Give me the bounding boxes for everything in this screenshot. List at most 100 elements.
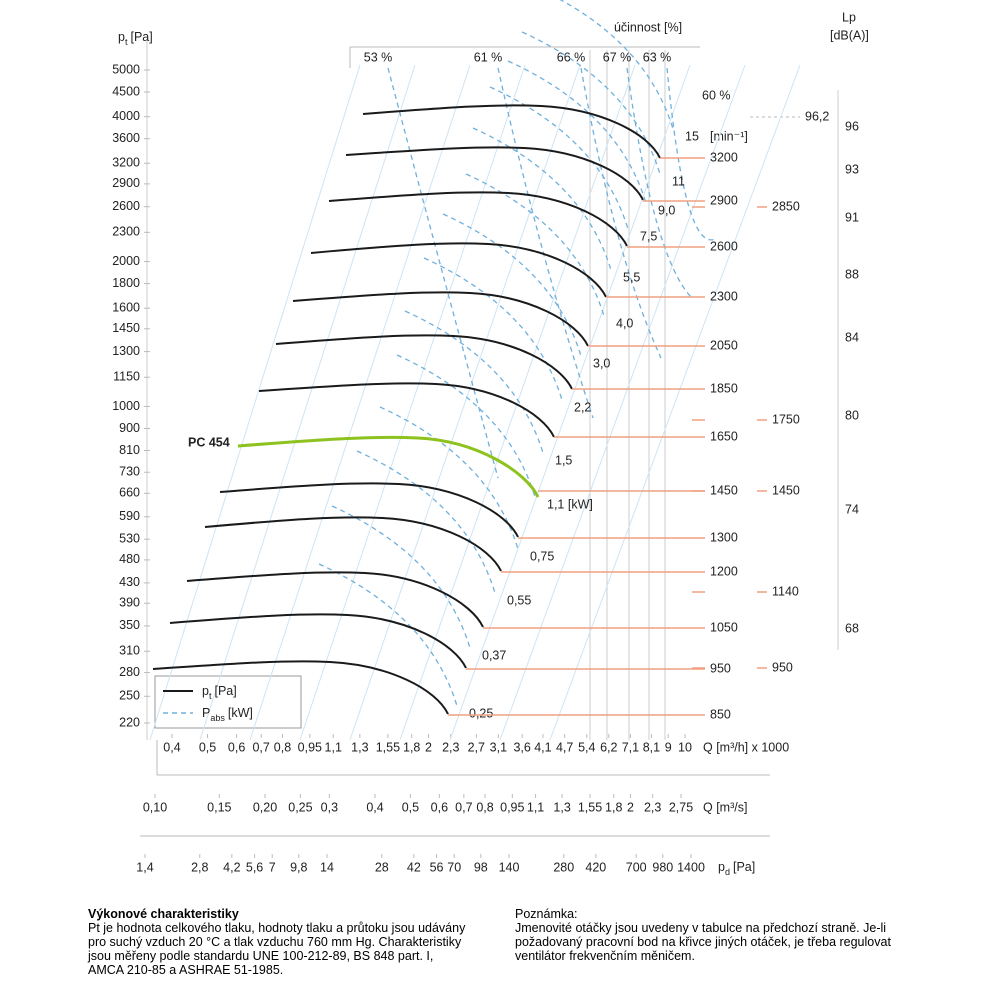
note-line: Pt je hodnota celkového tlaku, hodnoty t… xyxy=(88,921,466,935)
x-tick-label: 0,5 xyxy=(402,800,419,814)
y-tick-label: 900 xyxy=(119,421,140,435)
x-tick-label: 0,95 xyxy=(500,800,524,814)
x-tick-label: 0,15 xyxy=(207,800,231,814)
x-tick-label: 0,8 xyxy=(274,740,291,754)
x-tick-label: 0,25 xyxy=(288,800,312,814)
x-tick-label: 9 xyxy=(665,740,672,754)
power-curve xyxy=(489,86,629,230)
efficiency-curve xyxy=(666,67,718,241)
y-tick-label: 4000 xyxy=(112,109,140,123)
y-tick-label: 4500 xyxy=(112,84,140,98)
speed-label: 2300 xyxy=(710,289,738,303)
power-curve xyxy=(521,31,661,175)
x-tick-label: 7 xyxy=(269,860,276,874)
x-tick-label: 280 xyxy=(553,860,574,874)
x-tick-label: 1,4 xyxy=(136,860,153,874)
x-tick-label: 8,1 xyxy=(643,740,660,754)
speed-curve xyxy=(169,613,467,669)
speed-curve xyxy=(292,291,589,347)
y-tick-label: 310 xyxy=(119,644,140,658)
power-curve xyxy=(356,450,496,594)
x-tick-label: 28 xyxy=(375,860,389,874)
x-tick-label: 0,6 xyxy=(228,740,245,754)
power-curve xyxy=(472,127,612,271)
system-line xyxy=(249,64,471,741)
power-label: 4,0 xyxy=(616,316,633,330)
y-tick-label: 390 xyxy=(119,596,140,610)
speed-curve xyxy=(152,660,449,715)
power-curve xyxy=(396,354,536,498)
speed-label: 1300 xyxy=(710,530,738,544)
speed-curve xyxy=(362,104,661,159)
curve-label: PC 454 xyxy=(188,435,230,449)
note-line: požadovaný pracovní bod na křivce jiných… xyxy=(515,935,891,949)
note-title: Výkonové charakteristiky xyxy=(88,907,239,921)
efficiency-label: 63 % xyxy=(643,50,672,64)
highlight-curve xyxy=(237,435,540,498)
x-tick-label: 6,2 xyxy=(600,740,617,754)
power-curve xyxy=(507,60,647,204)
y-tick-label: 250 xyxy=(119,689,140,703)
speed-label: 850 xyxy=(710,707,731,721)
y-tick-label: 280 xyxy=(119,665,140,679)
x-tick-label: 0,10 xyxy=(143,800,167,814)
x-tick-label: 420 xyxy=(585,860,606,874)
axis-title: Pabs [kW] xyxy=(202,706,253,723)
y-tick-label: 810 xyxy=(119,443,140,457)
power-label: 1,5 xyxy=(555,453,572,467)
y-tick-label: 220 xyxy=(119,715,140,729)
power-label: 9,0 xyxy=(658,203,675,217)
y-tick-label: 660 xyxy=(119,486,140,500)
system-line xyxy=(449,64,691,741)
power-curve xyxy=(379,406,519,550)
x-tick-label: 0,95 xyxy=(298,740,322,754)
x-tick-label: 1,8 xyxy=(403,740,420,754)
symbol: P xyxy=(202,706,210,720)
efficiency-curve xyxy=(580,67,662,359)
lp-value: 84 xyxy=(845,330,859,344)
efficiency-title: účinnost [%] xyxy=(614,20,682,34)
y-tick-label: 350 xyxy=(119,618,140,632)
efficiency-label: 61 % xyxy=(474,50,503,64)
noise-speed: 1450 xyxy=(772,483,800,497)
y-tick-label: 2000 xyxy=(112,254,140,268)
y-tick-label: 730 xyxy=(119,465,140,479)
y-tick-label: 2600 xyxy=(112,199,140,213)
symbol: p xyxy=(202,684,209,698)
x-tick-label: 2,3 xyxy=(644,800,661,814)
system-line xyxy=(299,64,526,741)
y-tick-label: 1000 xyxy=(112,399,140,413)
x-axis-title: Q [m³/h] x 1000 xyxy=(703,740,789,754)
speed-curve xyxy=(275,334,573,390)
speed-label: 1200 xyxy=(710,564,738,578)
lp-value: 93 xyxy=(845,162,859,176)
system-line xyxy=(199,64,416,741)
x-tick-label: 0,5 xyxy=(199,740,216,754)
efficiency-curve xyxy=(387,67,499,479)
axis-title: pt [Pa] xyxy=(118,30,153,47)
speed-label: 950 xyxy=(710,661,731,675)
power-curve xyxy=(318,563,458,707)
lp-peak: 96,2 xyxy=(805,109,829,123)
x-tick-label: 2 xyxy=(627,800,634,814)
x-axis-title: Q [m³/s] xyxy=(703,800,747,814)
speed-curve xyxy=(219,482,519,538)
x-tick-label: 3,6 xyxy=(513,740,530,754)
x-tick-label: 1400 xyxy=(677,860,705,874)
x-tick-label: 980 xyxy=(652,860,673,874)
note-line: AMCA 210-85 a ASHRAE 51-1985. xyxy=(88,963,284,977)
x-tick-label: 4,7 xyxy=(556,740,573,754)
y-tick-label: 430 xyxy=(119,575,140,589)
x-tick-label: 4,1 xyxy=(534,740,551,754)
power-curve xyxy=(331,505,471,649)
x-tick-label: 3,1 xyxy=(490,740,507,754)
power-curve xyxy=(404,310,544,454)
speed-curve xyxy=(204,516,502,572)
power-label: 15 xyxy=(685,129,699,143)
system-line xyxy=(349,64,581,741)
speed-unit: [min⁻¹] xyxy=(710,129,748,143)
power-curve xyxy=(559,0,674,130)
x-tick-label: 1,1 xyxy=(325,740,342,754)
y-tick-label: 2300 xyxy=(112,225,140,239)
symbol: p xyxy=(718,860,725,874)
